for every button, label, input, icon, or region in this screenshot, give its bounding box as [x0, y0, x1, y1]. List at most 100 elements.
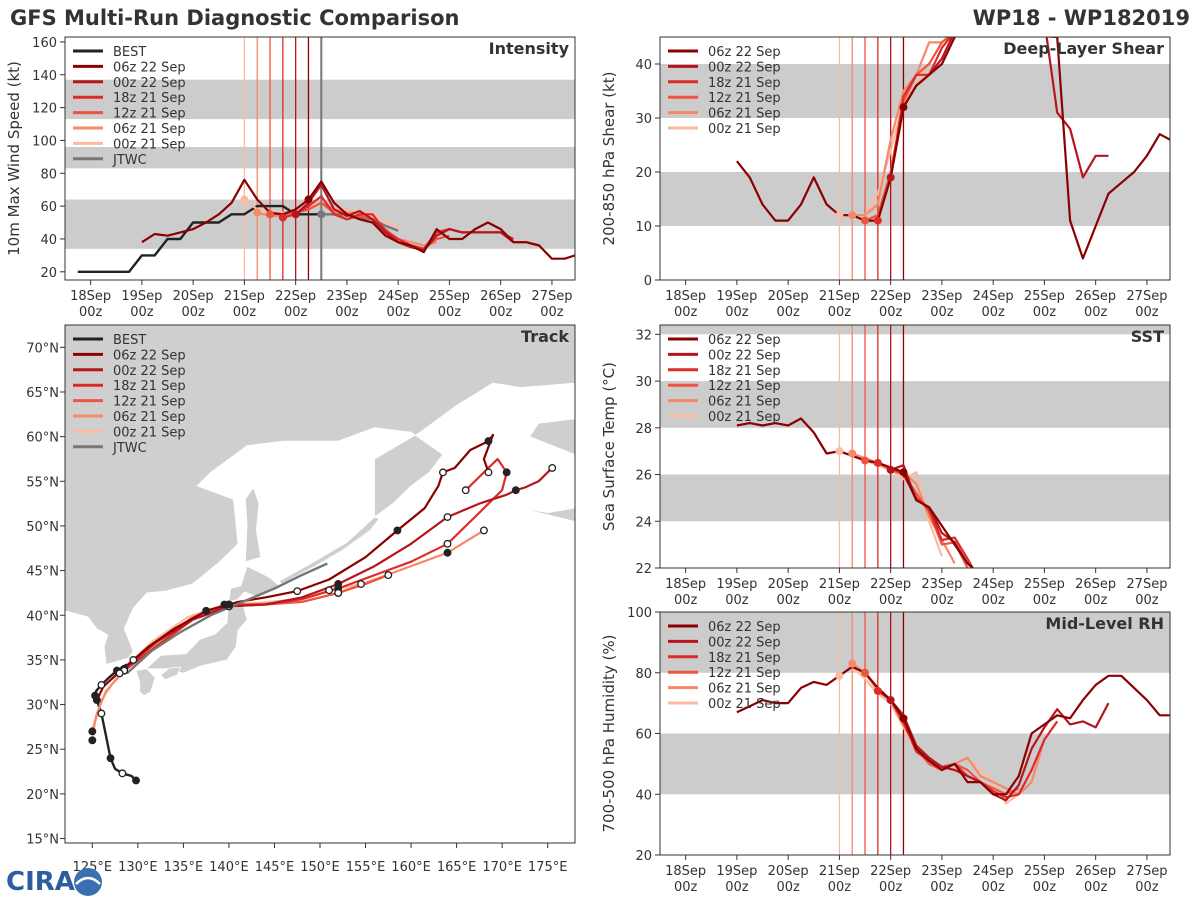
- intensity-init-marker: [253, 208, 262, 217]
- rh-xtick-hour: 00z: [776, 880, 800, 895]
- shear-series-line: [864, 37, 951, 222]
- intensity-xtick-day: 22Sep: [275, 289, 316, 304]
- shear-xtick-hour: 00z: [1135, 305, 1159, 320]
- intensity-xtick-hour: 00z: [335, 305, 359, 320]
- intensity-gray-band: [65, 147, 575, 169]
- forecast-track-marker: [511, 486, 520, 495]
- best-track-marker: [97, 709, 106, 718]
- rh-init-marker: [835, 671, 844, 680]
- rh-xtick-day: 23Sep: [921, 864, 962, 879]
- sst-gray-band: [660, 381, 1170, 428]
- rh-xtick-hour: 00z: [930, 880, 954, 895]
- track-ytick-label: 40°N: [26, 609, 59, 624]
- sst-xtick-hour: 00z: [725, 593, 749, 608]
- japan-kyushu: [135, 668, 156, 697]
- track-legend-label: BEST: [113, 333, 146, 348]
- sst-xtick-hour: 00z: [930, 593, 954, 608]
- shear-panel: 01020304018Sep00z19Sep00z20Sep00z21Sep00…: [600, 36, 1171, 320]
- intensity-legend-label: 06z 22 Sep: [113, 60, 186, 75]
- forecast-track-marker: [438, 468, 447, 477]
- intensity-frame: [64, 36, 576, 281]
- sst-init-marker: [848, 449, 857, 458]
- shear-legend-label: 18z 21 Sep: [708, 76, 781, 91]
- forecast-track-marker: [384, 571, 393, 580]
- track-ytick-label: 65°N: [26, 386, 59, 401]
- sst-ytick-label: 26: [635, 469, 652, 484]
- shear-xtick-hour: 00z: [1084, 305, 1108, 320]
- shear-init-marker: [873, 216, 882, 225]
- track-ytick-label: 60°N: [26, 431, 59, 446]
- rh-xtick-day: 19Sep: [716, 864, 757, 879]
- intensity-jtwc-marker: [317, 210, 326, 219]
- rh-legend-label: 06z 22 Sep: [708, 620, 781, 635]
- sst-ytick-label: 30: [635, 375, 652, 390]
- sst-xtick-day: 21Sep: [819, 577, 860, 592]
- rh-ylabel: 700-500 hPa Humidity (%): [600, 634, 618, 832]
- sst-xtick-day: 26Sep: [1075, 577, 1116, 592]
- sst-xtick-day: 24Sep: [973, 577, 1014, 592]
- shear-ytick-label: 0: [644, 274, 652, 289]
- sst-init-marker: [873, 458, 882, 467]
- rh-xtick-hour: 00z: [981, 880, 1005, 895]
- sst-xtick-hour: 00z: [1135, 593, 1159, 608]
- forecast-track-marker: [88, 727, 97, 736]
- storm-id: WP18 - WP182019: [973, 6, 1190, 30]
- sst-xtick-hour: 00z: [776, 593, 800, 608]
- rh-ytick-label: 100: [627, 606, 652, 621]
- japan-shikoku: [159, 666, 182, 681]
- kuril-islands: [278, 516, 380, 585]
- track-xtick-label: 140°E: [209, 860, 249, 875]
- intensity-xtick-hour: 00z: [79, 305, 103, 320]
- forecast-track-marker: [443, 548, 452, 557]
- intensity-legend-label: 18z 21 Sep: [113, 91, 186, 106]
- intensity-xtick-hour: 00z: [540, 305, 564, 320]
- rh-xtick-hour: 00z: [828, 880, 852, 895]
- rh-xtick-day: 18Sep: [665, 864, 706, 879]
- best-track-marker: [106, 754, 115, 763]
- track-legend-label: 18z 21 Sep: [113, 379, 186, 394]
- shear-xtick-hour: 00z: [879, 305, 903, 320]
- intensity-ytick-label: 60: [40, 200, 57, 215]
- shear-gray-band: [660, 64, 1170, 118]
- track-xtick-label: 155°E: [346, 860, 386, 875]
- shear-init-marker: [835, 211, 844, 220]
- sst-xtick-day: 19Sep: [716, 577, 757, 592]
- sst-xtick-day: 22Sep: [870, 577, 911, 592]
- shear-legend-label: 12z 21 Sep: [708, 91, 781, 106]
- sst-xtick-hour: 00z: [981, 593, 1005, 608]
- intensity-legend-label: 12z 21 Sep: [113, 107, 186, 122]
- shear-xtick-day: 24Sep: [973, 289, 1014, 304]
- track-xtick-label: 135°E: [164, 860, 204, 875]
- intensity-xtick-hour: 00z: [181, 305, 205, 320]
- shear-series-line: [852, 37, 951, 217]
- intensity-xtick-day: 24Sep: [378, 289, 419, 304]
- intensity-xtick-day: 18Sep: [70, 289, 111, 304]
- rh-series-line: [889, 699, 1110, 802]
- track-ytick-label: 55°N: [26, 475, 59, 490]
- track-xtick-label: 160°E: [391, 860, 431, 875]
- intensity-xtick-day: 20Sep: [173, 289, 214, 304]
- rh-init-marker: [873, 686, 882, 695]
- intensity-panel-title: Intensity: [489, 39, 570, 58]
- track-ytick-label: 30°N: [26, 699, 59, 714]
- rh-panel-title: Mid-Level RH: [1045, 614, 1164, 633]
- rh-init-marker: [848, 659, 857, 668]
- shear-init-marker: [848, 211, 857, 220]
- shear-ytick-label: 30: [635, 112, 652, 127]
- track-legend-label: 06z 22 Sep: [113, 348, 186, 363]
- sst-legend-label: 00z 22 Sep: [708, 348, 781, 363]
- sst-ylabel: Sea Surface Temp (°C): [600, 362, 618, 531]
- shear-xtick-hour: 00z: [776, 305, 800, 320]
- sst-ytick-label: 32: [635, 328, 652, 343]
- rh-xtick-day: 24Sep: [973, 864, 1014, 879]
- sst-init-marker: [835, 447, 844, 456]
- track-ytick-label: 70°N: [26, 341, 59, 356]
- intensity-legend-label: 00z 22 Sep: [113, 76, 186, 91]
- shear-xtick-hour: 00z: [1033, 305, 1057, 320]
- asia-mainland: [65, 325, 575, 665]
- sst-xtick-day: 27Sep: [1126, 577, 1167, 592]
- rh-xtick-day: 27Sep: [1126, 864, 1167, 879]
- shear-xtick-hour: 00z: [981, 305, 1005, 320]
- intensity-ytick-label: 160: [32, 36, 57, 51]
- intensity-xtick-day: 21Sep: [224, 289, 265, 304]
